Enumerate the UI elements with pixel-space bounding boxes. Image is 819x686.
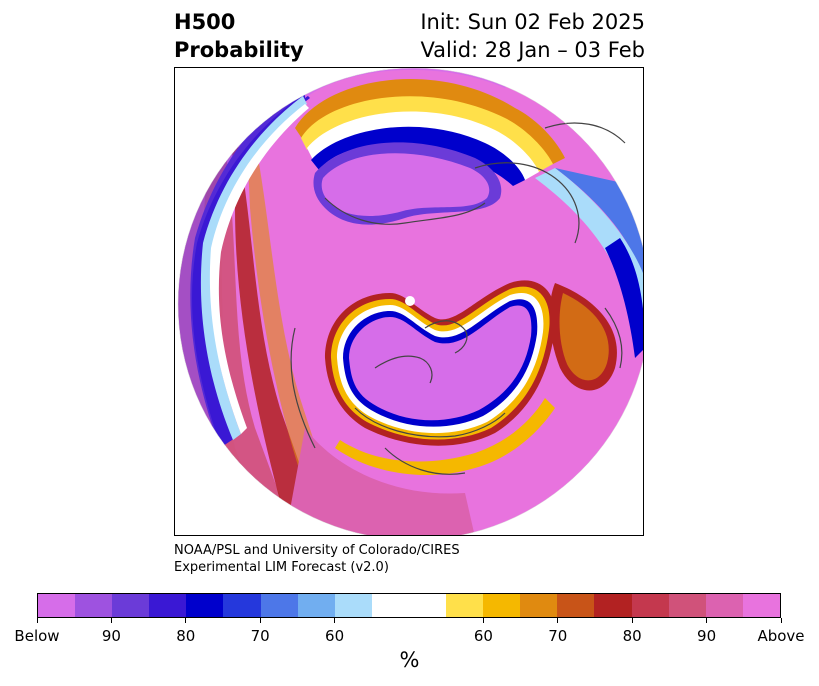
colorbar-tick-label: 90 [697, 627, 717, 645]
colorbar-swatch [334, 594, 372, 617]
colorbar-tick-mark [706, 618, 708, 623]
chart-title-right: Init: Sun 02 Feb 2025 Valid: 28 Jan – 03… [420, 8, 645, 64]
variable-label: H500 [174, 10, 236, 34]
colorbar-tick-mark [557, 618, 559, 623]
colorbar-tick-mark [110, 618, 112, 623]
colorbar-tick-mark [780, 618, 782, 623]
colorbar-tick-mark [36, 618, 38, 623]
north-pole-marker [405, 296, 415, 306]
colorbar-swatch [483, 594, 521, 617]
colorbar-tick-label: 80 [622, 627, 642, 645]
colorbar-swatch [223, 594, 261, 617]
colorbar-tick-label: 60 [473, 627, 493, 645]
colorbar-swatch [297, 594, 335, 617]
chart-title-left: H500 Probability [174, 8, 304, 64]
colorbar-swatch [594, 594, 632, 617]
colorbar-tick-label: Below [14, 627, 60, 645]
valid-range: Valid: 28 Jan – 03 Feb [420, 38, 645, 62]
colorbar-tick-mark [631, 618, 633, 623]
coastlines [290, 122, 626, 475]
product-label: Probability [174, 38, 304, 62]
colorbar-tick-label: 90 [101, 627, 121, 645]
colorbar-tick-label: 70 [548, 627, 568, 645]
colorbar-tick-mark [259, 618, 261, 623]
probability-field [178, 68, 643, 535]
colorbar-swatch [75, 594, 113, 617]
colorbar-swatch [186, 594, 224, 617]
colorbar-tick-mark [334, 618, 336, 623]
colorbar-swatch [112, 594, 150, 617]
colorbar-swatch [446, 594, 484, 617]
colorbar-swatch [668, 594, 706, 617]
colorbar-swatch [705, 594, 743, 617]
colorbar-swatch [557, 594, 595, 617]
colorbar-tick-mark [185, 618, 187, 623]
init-date: Init: Sun 02 Feb 2025 [420, 10, 645, 34]
probability-map [177, 68, 643, 535]
colorbar-swatch [631, 594, 669, 617]
credit-line-2: Experimental LIM Forecast (v2.0) [174, 560, 389, 575]
colorbar-swatch [260, 594, 298, 617]
credit-text: NOAA/PSL and University of Colorado/CIRE… [174, 542, 460, 576]
colorbar-swatch [520, 594, 558, 617]
colorbar-swatch [742, 594, 780, 617]
colorbar-swatch [149, 594, 187, 617]
colorbar-tick-label: 60 [325, 627, 345, 645]
colorbar [37, 593, 781, 618]
colorbar-tick-label: 80 [176, 627, 196, 645]
colorbar-swatch [38, 594, 76, 617]
colorbar-unit-label: % [399, 648, 420, 672]
credit-line-1: NOAA/PSL and University of Colorado/CIRE… [174, 543, 460, 558]
colorbar-tick-label: Above [757, 627, 805, 645]
colorbar-tick-label: 70 [250, 627, 270, 645]
colorbar-tick-mark [482, 618, 484, 623]
map-panel [174, 67, 644, 536]
colorbar-swatch [371, 594, 447, 617]
